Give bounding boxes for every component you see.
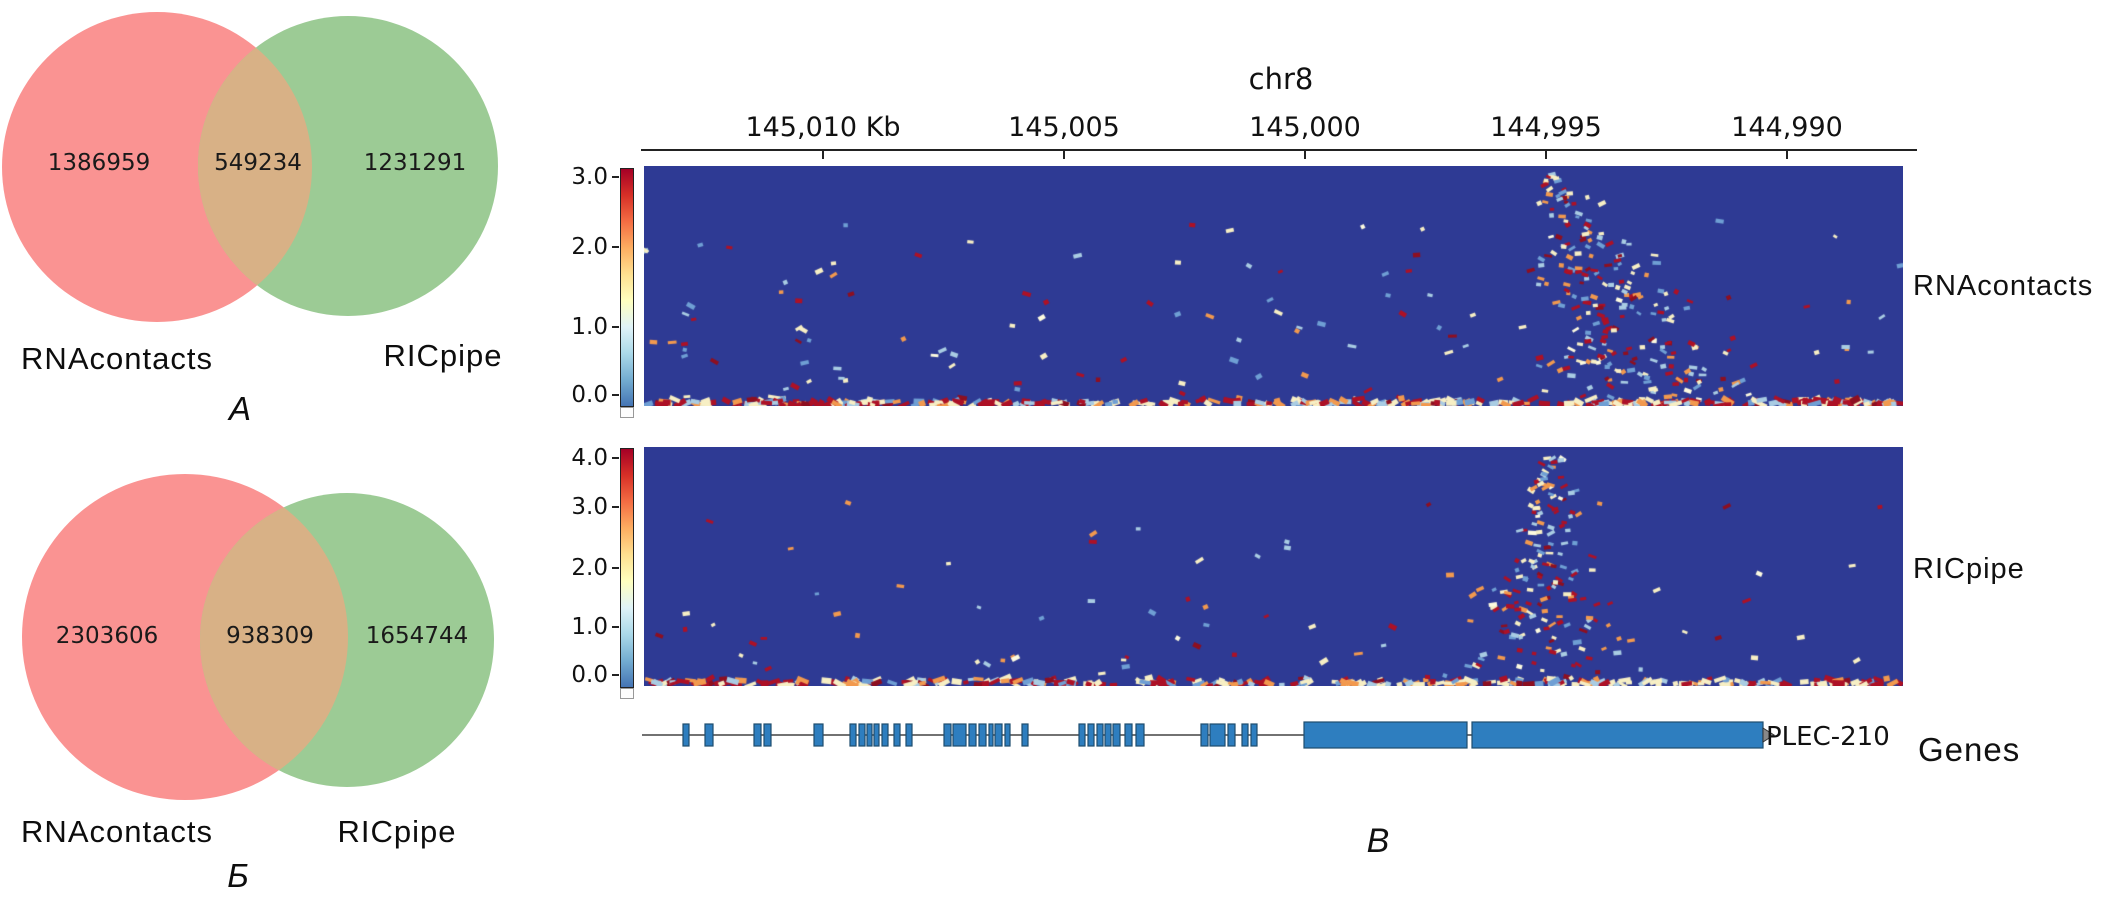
colorbar-tick-label: 4.0 [571,445,608,471]
exon-box [1112,723,1121,747]
colorbar-tick [612,506,619,508]
genes-track-label: Genes [1918,731,2021,768]
axis-tick-mark [1063,151,1065,159]
exon-box [1471,721,1764,749]
axis-tick-mark [1304,151,1306,159]
exon-box [968,723,977,747]
exon-box [988,723,994,747]
exon-box [763,723,772,747]
axis-tick-label: 145,005 [1008,112,1120,143]
gene-name-label: PLEC-210 [1766,722,1890,752]
axis-tick-label: 144,990 [1731,112,1843,143]
exon-box [1303,721,1468,749]
heatmap-ricpipe [644,447,1903,686]
colorbar-rnacontacts [620,168,634,407]
exon-box [873,723,880,747]
colorbar-tick [612,457,619,459]
colorbar-ricpipe [620,448,634,688]
exon-box [1241,723,1249,747]
venn-a-right-set-label: RICpipe [384,338,503,373]
venn-b-left-value: 2303606 [56,623,158,649]
exon-box [1209,723,1226,747]
axis-tick-mark [822,151,824,159]
exon-box [753,723,762,747]
colorbar-tick [612,567,619,569]
axis-tick-label: 145,010 Kb [745,112,901,143]
exon-box [849,723,857,747]
panel-letter-a: А [227,390,251,427]
colorbar-tick [612,176,619,178]
heatmap-rnacontacts-label: RNAcontacts [1913,270,2094,302]
gene-direction-arrow-icon [1762,727,1775,743]
exon-box [893,723,901,747]
exon-box [813,723,824,747]
gene-track [642,721,1775,749]
venn-b-right-value: 1654744 [366,623,468,649]
venn-a-right-value: 1231291 [364,150,466,176]
heatmap-ricpipe-label: RICpipe [1913,553,2025,585]
colorbar-tick-label: 3.0 [571,494,608,520]
exon-box [1004,723,1011,747]
colorbar-under-notch [620,407,634,418]
exon-box [943,723,952,747]
chromosome-title: chr8 [1248,62,1314,96]
venn-b-overlap-value: 938309 [226,623,314,649]
colorbar-tick-label: 1.0 [571,614,608,640]
colorbar-tick [612,394,619,396]
colorbar-tick-label: 2.0 [571,555,608,581]
exon-box [1104,723,1112,747]
colorbar-tick-label: 3.0 [571,164,608,190]
exon-box [1096,723,1104,747]
heatmap-rnacontacts [644,166,1903,406]
colorbar-tick-label: 0.0 [571,662,608,688]
venn-a-left-set-label: RNAcontacts [21,341,213,376]
exon-box [1021,723,1029,747]
venn-b-overlap-lens [200,493,348,787]
exon-box [858,723,866,747]
venn-a-overlap-lens [198,16,312,316]
venn-diagram-b: 2303606 938309 1654744 RNAcontacts RICpi… [21,474,494,894]
venn-a-left-value: 1386959 [48,150,150,176]
colorbar-tick-label: 1.0 [571,314,608,340]
venn-b-left-set-label: RNAcontacts [21,814,213,849]
exon-box [952,723,967,747]
exon-box [905,723,913,747]
exon-box [881,723,889,747]
colorbar-tick [612,326,619,328]
exon-box [1087,723,1095,747]
colorbar-tick [612,674,619,676]
exon-box [682,723,690,747]
venn-a-overlap-value: 549234 [214,150,302,176]
exon-box [1227,723,1236,747]
axis-tick-label: 145,000 [1249,112,1361,143]
colorbar-tick-label: 0.0 [571,382,608,408]
exon-box [866,723,873,747]
exon-box [978,723,987,747]
colorbar-tick-label: 2.0 [571,234,608,260]
axis-tick-mark [1786,151,1788,159]
panel-letter-v: В [1366,822,1390,860]
colorbar-tick [612,626,619,628]
exon-box [1200,723,1209,747]
coordinate-axis-line [641,149,1917,151]
colorbar-tick [612,246,619,248]
exon-box [994,723,1003,747]
exon-box [1250,723,1258,747]
axis-tick-mark [1545,151,1547,159]
venn-b-right-set-label: RICpipe [338,814,457,849]
colorbar-under-notch [620,688,634,699]
exon-box [1135,723,1145,747]
venn-diagram-a: 1386959 549234 1231291 RNAcontacts RICpi… [2,12,503,427]
exon-box [1124,723,1133,747]
panel-letter-b: Б [227,857,248,894]
axis-tick-label: 144,995 [1490,112,1602,143]
exon-box [704,723,714,747]
exon-box [1078,723,1086,747]
